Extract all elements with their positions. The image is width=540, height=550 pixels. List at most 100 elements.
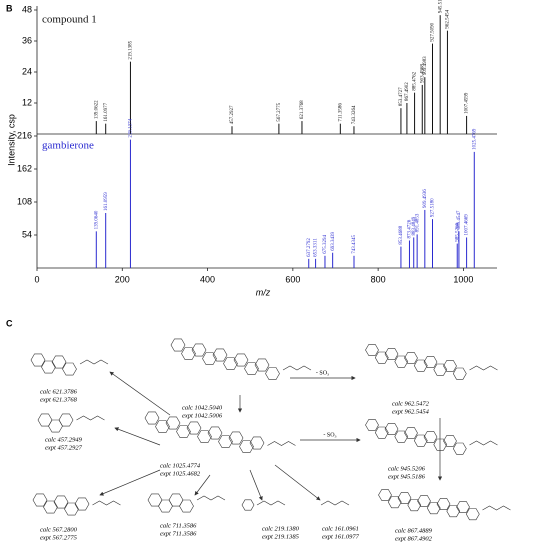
y-tick-label: 216 bbox=[17, 130, 32, 140]
y-tick-label: 48 bbox=[22, 4, 32, 14]
peak-label: 567.2775 bbox=[277, 102, 282, 121]
side-chain bbox=[256, 500, 286, 506]
x-axis-label: m/z bbox=[256, 287, 271, 297]
peak-label: 637.2792 bbox=[307, 238, 312, 257]
ring bbox=[181, 347, 196, 360]
arrow-label: - SO₃ bbox=[316, 370, 329, 376]
ring bbox=[144, 411, 160, 425]
arrow bbox=[194, 474, 211, 496]
arrow bbox=[99, 469, 161, 496]
ring bbox=[212, 348, 228, 362]
ring bbox=[365, 344, 379, 356]
ring bbox=[413, 434, 428, 447]
ring bbox=[207, 426, 223, 440]
expt-mass: expt 1025.4682 bbox=[160, 470, 201, 477]
expt-mass: expt 867.4902 bbox=[395, 535, 433, 542]
side-chain bbox=[76, 415, 105, 421]
ring bbox=[186, 421, 202, 435]
y-tick-label: 24 bbox=[22, 66, 32, 76]
expt-mass: expt 962.5454 bbox=[392, 408, 430, 415]
ring bbox=[147, 493, 163, 507]
ring bbox=[407, 499, 422, 512]
peak-label: 927.5090 bbox=[431, 22, 436, 41]
peak-label: 139.0622 bbox=[94, 100, 99, 119]
side-chain bbox=[92, 500, 121, 506]
calc-mass: calc 1042.5040 bbox=[182, 404, 223, 411]
ring bbox=[218, 435, 233, 448]
ring bbox=[433, 363, 448, 376]
peak-label: 653.3311 bbox=[314, 238, 319, 257]
peak-label: 219.1374 bbox=[129, 118, 134, 137]
ring bbox=[452, 367, 467, 380]
ring bbox=[241, 499, 255, 511]
ring bbox=[158, 499, 173, 513]
ring bbox=[249, 436, 265, 450]
peak-label: 927.5180 bbox=[431, 198, 436, 217]
ring bbox=[384, 423, 399, 435]
peak-label: 1007.4599 bbox=[465, 92, 470, 114]
ring bbox=[452, 442, 467, 455]
ring bbox=[30, 353, 46, 367]
ring bbox=[32, 493, 48, 507]
peak-label: 891.4853 bbox=[415, 213, 420, 232]
side-chain bbox=[196, 495, 226, 501]
ring bbox=[43, 500, 58, 514]
peak-label: 139.0640 bbox=[94, 210, 99, 229]
peak-label: 945.5186 bbox=[438, 0, 443, 13]
ring bbox=[417, 495, 431, 507]
calc-mass: calc 711.3586 bbox=[160, 522, 197, 529]
peak-label: 985.5266 bbox=[455, 222, 460, 241]
peak-label: 621.3768 bbox=[300, 100, 305, 119]
expt-mass: expt 161.0977 bbox=[322, 533, 360, 540]
x-tick-label: 800 bbox=[371, 274, 386, 284]
ring bbox=[443, 435, 457, 447]
ring bbox=[426, 502, 441, 515]
y-tick-label: 162 bbox=[17, 163, 32, 173]
ring bbox=[433, 438, 448, 451]
ring bbox=[223, 357, 238, 370]
ring bbox=[397, 492, 412, 504]
x-tick-label: 400 bbox=[200, 274, 215, 284]
expt-mass: expt 567.2775 bbox=[40, 534, 78, 541]
peak-label: 909.4936 bbox=[423, 189, 428, 208]
ring bbox=[179, 499, 194, 513]
ring bbox=[228, 431, 244, 445]
peak-label: 962.5454 bbox=[446, 9, 451, 28]
arrow-label: - SO₃ bbox=[323, 432, 336, 438]
calc-mass: calc 867.4889 bbox=[395, 527, 433, 534]
peak-label: 743.4345 bbox=[352, 235, 357, 254]
ring bbox=[378, 489, 392, 501]
peak-label: 873.4726 bbox=[408, 219, 413, 238]
ring bbox=[74, 497, 90, 511]
ring bbox=[394, 355, 409, 368]
ring bbox=[176, 425, 191, 438]
side-chain bbox=[267, 441, 296, 446]
legend-label: gambierone bbox=[42, 140, 94, 152]
ring bbox=[170, 338, 186, 352]
panel-label: C bbox=[6, 318, 13, 328]
ring bbox=[443, 360, 457, 372]
ring bbox=[64, 502, 79, 516]
x-tick-label: 600 bbox=[285, 274, 300, 284]
peak-label: 853.4727 bbox=[399, 87, 404, 106]
ring bbox=[423, 431, 438, 443]
ring bbox=[202, 352, 217, 365]
ring bbox=[37, 413, 53, 427]
peak-label: 909.4983 bbox=[423, 56, 428, 75]
ring bbox=[387, 496, 402, 509]
ring bbox=[51, 355, 67, 369]
ring bbox=[404, 352, 418, 364]
legend-label: compound 1 bbox=[42, 14, 97, 26]
ring bbox=[244, 362, 259, 375]
ring bbox=[155, 420, 170, 433]
side-chain bbox=[320, 500, 350, 506]
ring bbox=[265, 367, 280, 380]
y-axis-label: Intensity, csp bbox=[6, 114, 16, 166]
y-tick-label: 54 bbox=[22, 229, 32, 239]
calc-mass: calc 567.2800 bbox=[40, 526, 78, 533]
peak-label: 1025.4769 bbox=[472, 128, 477, 150]
x-tick-label: 1000 bbox=[453, 274, 473, 284]
ring bbox=[374, 351, 389, 364]
ring bbox=[446, 505, 461, 518]
peak-label: 161.0977 bbox=[104, 102, 109, 121]
